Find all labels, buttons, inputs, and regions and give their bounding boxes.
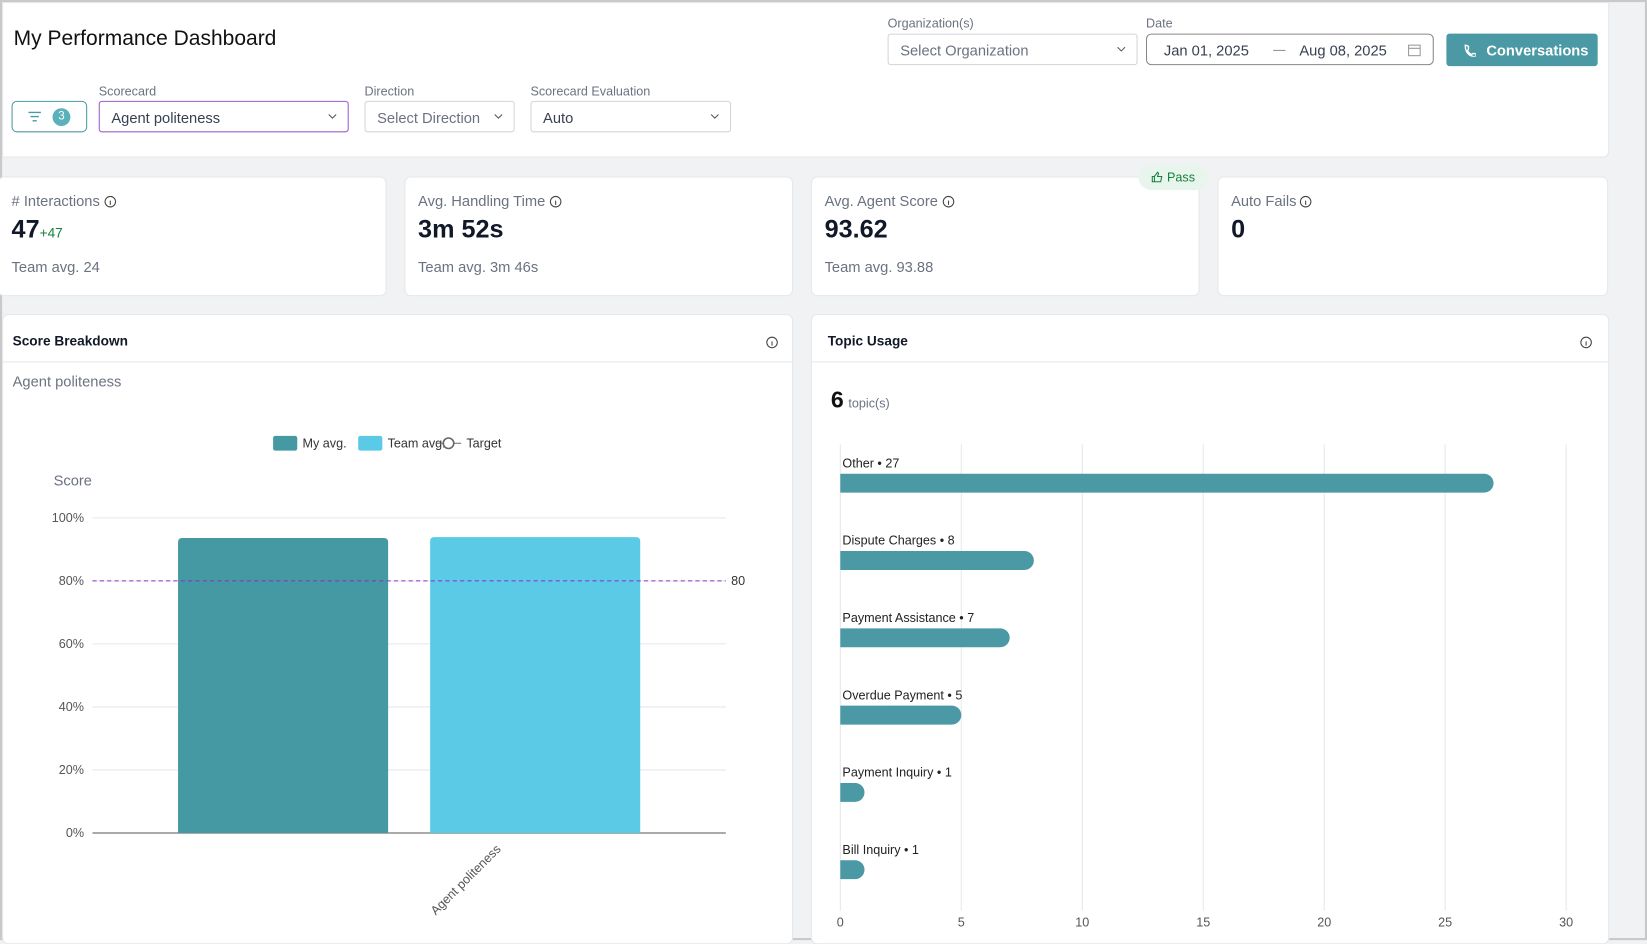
divider (3, 361, 794, 363)
bar (430, 537, 641, 833)
scorecard-value: Agent politeness (111, 109, 221, 127)
bar (840, 782, 865, 802)
org-placeholder: Select Organization (900, 42, 1029, 59)
phone-icon (1464, 44, 1476, 57)
target-label: 80 (731, 574, 745, 588)
org-label: Organization(s) (887, 15, 974, 31)
bar (840, 473, 1494, 493)
scorecard-label: Scorecard (98, 84, 157, 99)
chevron (1117, 46, 1126, 52)
kpi-label: # Interactions (11, 192, 100, 210)
y-tick-label: 20% (59, 763, 84, 777)
chevron (710, 114, 719, 119)
date-range[interactable]: Jan 01, 2025 Aug 08, 2025 (1145, 33, 1434, 66)
y-tick-label: 0% (66, 826, 84, 840)
evaluation-select[interactable]: Auto (530, 100, 732, 133)
y-axis-title: Score (54, 473, 92, 489)
bar-label: Other • 27 (842, 456, 899, 470)
kpi-card: Avg. Handling Time 3m 52s Team avg. 3m 4… (404, 176, 794, 297)
legend-label: My avg. (303, 436, 347, 450)
scorecard-select[interactable]: Agent politeness (98, 100, 349, 133)
evaluation-value: Auto (543, 109, 574, 127)
kpi-team: Team avg. 3m 46s (418, 258, 539, 276)
divider (811, 361, 1609, 363)
kpi-card: Auto Fails 0 (1217, 176, 1609, 297)
bar-label: Payment Inquiry • 1 (842, 766, 951, 780)
kpi-value: 3m 52s (418, 215, 504, 244)
topic-count-value: 6 (830, 386, 844, 413)
y-tick-label: 40% (59, 700, 84, 714)
legend-swatch (358, 435, 383, 451)
x-tick-label: 5 (958, 915, 965, 929)
x-tick-label: 0 (837, 915, 844, 929)
kpi-value: 47+47 (12, 215, 63, 244)
org-select[interactable]: Select Organization (887, 33, 1138, 66)
kpi-value: 0 (1231, 215, 1246, 244)
bar (840, 705, 962, 725)
kpi-label: Avg. Handling Time (418, 192, 546, 210)
kpi-value: 93.62 (824, 215, 888, 244)
chevron (328, 114, 337, 119)
bar-label: Overdue Payment • 5 (842, 688, 962, 702)
y-tick-label: 100% (52, 511, 84, 525)
kpi-card: Avg. Agent Score 93.62 Team avg. 93.88 (810, 176, 1200, 297)
panel-title: Score Breakdown (12, 332, 128, 349)
bar-label: Bill Inquiry • 1 (842, 843, 919, 857)
pass-badge: Pass (1138, 164, 1208, 191)
date-start: Jan 01, 2025 (1163, 42, 1249, 59)
date-dash (1273, 49, 1286, 51)
bar (840, 628, 1010, 648)
kpi-team: Team avg. 93.88 (824, 258, 934, 276)
kpi-label: Avg. Agent Score (824, 192, 938, 210)
x-tick-label: 25 (1438, 915, 1452, 929)
legend-label: Team avg. (388, 436, 446, 450)
kpi-label: Auto Fails (1231, 192, 1297, 210)
button-label: Conversations (1486, 42, 1589, 59)
legend-target-marker (442, 437, 455, 450)
badge-label: Pass (1166, 170, 1196, 185)
kpi-team: Team avg. 24 (11, 258, 100, 276)
legend-label: Target (466, 436, 502, 450)
x-tick-label: Agent politeness (428, 842, 504, 918)
x-tick-label: 15 (1196, 915, 1210, 929)
header-panel: My Performance Dashboard Organization(s)… (2, 2, 1610, 158)
kpi-delta: +47 (39, 224, 63, 241)
filter-count: 3 (52, 108, 71, 127)
conversations-button[interactable]: Conversations (1446, 33, 1598, 67)
chevron (494, 114, 503, 119)
kpi-number: 47 (11, 215, 40, 244)
bar (840, 551, 1034, 570)
bar (840, 860, 865, 880)
chart-panel: Score Breakdown Agent politeness (2, 314, 794, 944)
bar-label: Payment Assistance • 7 (842, 611, 974, 625)
direction-placeholder: Select Direction (377, 109, 481, 127)
thumb-icon (1151, 171, 1163, 183)
topic-count-unit: topic(s) (848, 396, 890, 411)
x-tick-label: 20 (1317, 915, 1331, 929)
kpi-card: # Interactions 47+47 Team avg. 24 (0, 176, 387, 297)
date-end: Aug 08, 2025 (1299, 42, 1387, 59)
filter-button[interactable]: 3 (11, 100, 88, 133)
x-tick-label: 30 (1559, 915, 1573, 929)
date-label: Date (1145, 15, 1173, 31)
calendar-icon (1408, 44, 1421, 57)
filter-icon (28, 111, 41, 122)
page-title: My Performance Dashboard (13, 27, 277, 51)
evaluation-label: Scorecard Evaluation (530, 84, 651, 99)
bar (178, 537, 389, 833)
y-tick-label: 60% (59, 637, 84, 651)
legend-swatch (273, 435, 298, 451)
x-tick-label: 10 (1075, 915, 1089, 929)
bar-label: Dispute Charges • 8 (842, 534, 954, 548)
direction-label: Direction (364, 84, 415, 99)
panel-title: Topic Usage (827, 332, 908, 349)
topic-count: 6 topic(s) (831, 387, 890, 414)
direction-select[interactable]: Select Direction (364, 100, 515, 133)
y-tick-label: 80% (59, 574, 84, 588)
chart-subtitle: Agent politeness (12, 372, 122, 390)
